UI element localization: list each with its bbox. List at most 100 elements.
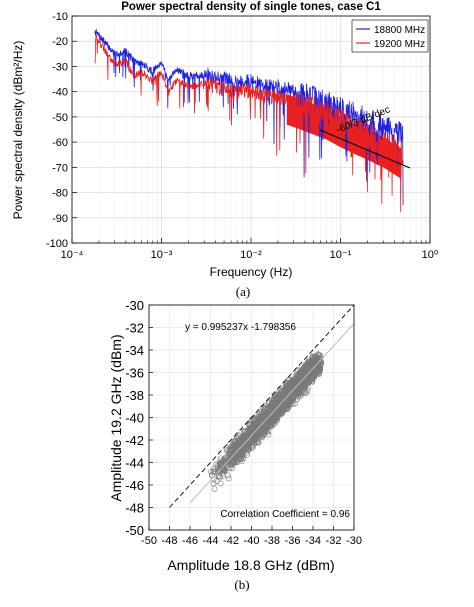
x-tick-label: -38 — [264, 535, 280, 547]
scatter-point — [277, 393, 284, 400]
x-tick-label: -36 — [285, 535, 301, 547]
scatter-point — [256, 422, 263, 429]
scatter-point — [220, 467, 227, 474]
x-tick-label: 10⁻¹ — [330, 249, 352, 261]
scatter-point — [255, 418, 261, 425]
y-tick-label: -30 — [125, 298, 144, 313]
scatter-point — [243, 437, 250, 444]
scatter-point — [239, 445, 246, 452]
x-tick-label: 10⁻⁴ — [61, 249, 84, 261]
x-tick-label: -42 — [223, 535, 239, 547]
psd-ticks: 10⁻⁴ 10⁻³ 10⁻² 10⁻¹ 10⁰ -10 -20 -30 -40 -50 -60 -70… — [46, 11, 439, 261]
scatter-point — [294, 376, 301, 382]
y-tick-label: -48 — [125, 501, 144, 516]
scatter-point — [265, 399, 272, 406]
scatter-point — [292, 392, 299, 399]
scatter-point — [306, 379, 313, 385]
scatter-chart: -50 -48 -46 -44 -42 -40 -38 -36 -34 -32 -30 -30 -32 -… — [108, 298, 362, 592]
x-tick-label: -48 — [162, 535, 178, 547]
scatter-point — [258, 431, 265, 438]
x-tick-label: -30 — [346, 535, 362, 547]
correlation-label: Correlation Coefficient = 0.96 — [220, 509, 350, 520]
scatter-point — [290, 379, 297, 385]
x-tick-label: -32 — [326, 535, 342, 547]
psd-y-axis-label: Power spectral density (dBm²/Hz) — [11, 41, 25, 220]
scatter-ticks: -50 -48 -46 -44 -42 -40 -38 -36 -34 -32 -30 -30 -32 -… — [125, 298, 362, 547]
slope-reference-line — [319, 129, 411, 169]
y-tick-label: -90 — [52, 213, 68, 225]
scatter-point — [282, 401, 289, 408]
scatter-point — [270, 407, 276, 414]
scatter-point — [267, 411, 274, 418]
scatter-point — [216, 472, 223, 479]
scatter-point — [244, 428, 251, 435]
scatter-point — [286, 391, 293, 398]
y-tick-label: -50 — [125, 523, 144, 538]
y-tick-label: -30 — [52, 61, 68, 73]
scatter-point — [273, 414, 280, 421]
psd-x-axis-label: Frequency (Hz) — [210, 265, 293, 279]
scatter-point — [264, 411, 271, 417]
scatter-point — [293, 393, 299, 400]
scatter-point — [227, 446, 234, 453]
series-18800-line — [94, 28, 404, 206]
scatter-point — [247, 425, 254, 432]
scatter-point — [287, 379, 294, 386]
scatter-y-axis-label: Amplitude 19.2 GHz (dBm) — [108, 334, 124, 501]
scatter-point — [214, 465, 221, 472]
scatter-point — [272, 415, 279, 422]
legend-box — [351, 19, 429, 53]
scatter-point — [278, 390, 284, 397]
scatter-point — [284, 394, 291, 401]
scatter-point — [274, 408, 281, 415]
y-tick-label: -34 — [125, 343, 144, 358]
y-tick-label: -40 — [52, 87, 68, 99]
scatter-point — [225, 456, 232, 463]
scatter-point — [285, 397, 292, 404]
y-tick-label: -44 — [125, 456, 144, 471]
scatter-point — [298, 391, 304, 398]
psd-chart: Power spectral density of single tones, … — [11, 1, 439, 299]
scatter-point — [220, 456, 227, 463]
scatter-point — [210, 480, 217, 487]
scatter-point — [217, 480, 224, 487]
y-tick-label: -32 — [125, 321, 144, 336]
scatter-point — [310, 371, 317, 378]
x-tick-label: -50 — [141, 535, 157, 547]
x-tick-label: 10⁻³ — [151, 249, 173, 261]
x-tick-label: -40 — [244, 535, 260, 547]
scatter-point — [262, 412, 269, 419]
scatter-point — [214, 468, 221, 475]
scatter-point — [278, 398, 285, 405]
scatter-point — [304, 387, 311, 394]
legend-label-19200: 19200 MHz — [374, 39, 425, 50]
scatter-point — [301, 386, 307, 393]
scatter-point — [224, 472, 231, 479]
panel-label-b: (b) — [234, 577, 249, 592]
scatter-point — [249, 444, 256, 451]
fit-equation-label: y = 0.995237x -1.798356 — [185, 322, 296, 333]
scatter-point — [243, 451, 250, 458]
scatter-point — [260, 407, 267, 414]
psd-series — [94, 28, 404, 213]
scatter-point — [302, 364, 309, 371]
y-tick-label: -80 — [52, 188, 68, 200]
x-tick-label: -46 — [182, 535, 198, 547]
psd-legend: 18800 MHz 19200 MHz — [351, 19, 429, 53]
panel-label-a: (a) — [236, 284, 250, 299]
scatter-point — [221, 466, 228, 473]
x-tick-label: 10⁻² — [240, 249, 262, 261]
scatter-point — [208, 468, 214, 475]
y-tick-label: -46 — [125, 478, 144, 493]
scatter-point — [266, 400, 273, 407]
scatter-point — [251, 437, 258, 444]
scatter-point — [217, 460, 223, 467]
scatter-point — [304, 362, 311, 369]
fit-line — [189, 323, 355, 504]
y-tick-label: -20 — [52, 36, 68, 48]
scatter-point — [245, 441, 252, 448]
scatter-point — [210, 469, 217, 476]
legend-label-18800: 18800 MHz — [374, 25, 425, 36]
scatter-point — [251, 437, 258, 443]
scatter-point — [271, 418, 278, 424]
